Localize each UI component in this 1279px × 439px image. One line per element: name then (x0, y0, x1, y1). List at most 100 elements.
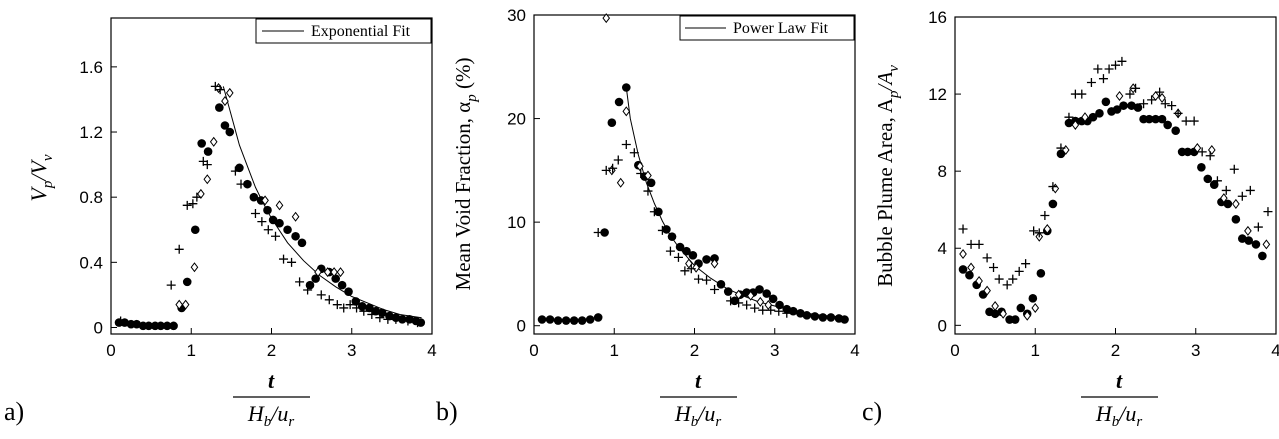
y-tick-label-c: 4 (938, 239, 947, 258)
diamond-marker-b (764, 299, 773, 311)
plus-marker-a (367, 309, 377, 319)
x-tick-label-b: 3 (770, 341, 779, 360)
plus-marker-a (182, 200, 192, 210)
diamond-marker-a (221, 96, 229, 107)
plus-marker-b (673, 252, 683, 262)
plus-marker-c (966, 239, 976, 249)
plus-marker-a (287, 257, 297, 267)
svg-text:Hb/ur: Hb/ur (247, 401, 295, 430)
circle-marker-b (716, 279, 726, 289)
svg-text:t: t (1116, 368, 1123, 393)
circle-marker-a (291, 231, 300, 241)
circle-marker-b (553, 316, 563, 325)
x-tick-label-a: 2 (267, 341, 276, 360)
x-tick-label-a: 0 (106, 341, 115, 360)
circle-marker-b (607, 118, 617, 128)
plus-marker-a (257, 217, 267, 227)
circle-marker-a (132, 319, 141, 329)
diamond-marker-c (1232, 198, 1240, 209)
x-tick-label-a: 1 (187, 341, 196, 360)
plus-marker-c (974, 239, 984, 249)
circle-marker-a (243, 179, 252, 189)
plus-marker-c (1155, 87, 1165, 97)
diamond-marker-c (991, 301, 999, 312)
chart-panel-b: 0 1 2 3 4 0 10 20 30 Power Law Fit Mean Void Fra… (436, 6, 860, 430)
circle-marker-b (682, 246, 691, 256)
diamond-marker-c (959, 249, 967, 260)
diamond-marker-b (746, 290, 755, 301)
x-tick-label-c: 0 (950, 341, 959, 360)
plus-marker-b (601, 165, 611, 175)
panel-label-b: b) (436, 397, 458, 426)
plus-marker-c (1263, 207, 1273, 217)
legend-label-b: Power Law Fit (733, 20, 829, 37)
circle-marker-c (1258, 251, 1267, 261)
diamond-marker-c (1220, 193, 1228, 204)
plus-marker-b (636, 168, 646, 178)
diamond-marker-b (608, 165, 616, 176)
diamond-marker-a (225, 87, 234, 98)
plus-marker-c (1064, 112, 1074, 122)
legend-a: Exponential Fit (255, 18, 432, 44)
plus-marker-a (166, 280, 176, 290)
circle-marker-b (545, 315, 555, 324)
circle-marker-b (702, 255, 711, 264)
circle-marker-c (958, 265, 968, 274)
plus-marker-c (1147, 95, 1157, 105)
y-tick-label-c: 12 (928, 85, 947, 104)
y-tick-label-c: 0 (938, 316, 947, 335)
diamond-marker-b (644, 170, 652, 181)
y-tick-label-b: 0 (517, 317, 526, 336)
x-tick-label-a: 3 (347, 341, 356, 360)
circle-marker-c (1112, 105, 1122, 114)
diamond-marker-c (1115, 90, 1124, 102)
diamond-marker-a (323, 267, 332, 278)
plus-marker-b (742, 300, 752, 310)
plus-marker-c (1117, 56, 1127, 66)
circle-marker-b (826, 313, 836, 322)
diamond-marker-c (983, 285, 991, 296)
y-tick-label-a: 0.8 (79, 188, 103, 207)
diamond-marker-b (616, 177, 625, 188)
plot-frame-a (110, 17, 433, 335)
plus-marker-b (665, 246, 675, 256)
diamond-marker-a (203, 174, 212, 185)
legend-b: Power Law Fit (679, 15, 855, 41)
circle-marker-a (344, 287, 353, 296)
plus-marker-a (230, 166, 240, 176)
circle-marker-b (710, 254, 719, 263)
circle-marker-c (1209, 180, 1219, 189)
y-tick-label-a: 0.4 (79, 253, 103, 272)
plus-marker-c (1197, 147, 1207, 157)
diamond-marker-b (756, 296, 765, 307)
circle-marker-a (331, 274, 341, 283)
circle-marker-a (351, 297, 361, 306)
circle-marker-a (215, 103, 224, 112)
diamond-marker-c (1244, 225, 1252, 236)
circle-marker-a (337, 280, 347, 290)
circle-marker-a (144, 321, 154, 331)
diamond-marker-c (1023, 310, 1032, 321)
circle-marker-c (965, 270, 974, 280)
plus-marker-c (1086, 78, 1096, 88)
plus-marker-a (295, 277, 305, 287)
plus-marker-c (1181, 116, 1191, 126)
plus-marker-a (210, 81, 220, 91)
circle-marker-b (768, 294, 778, 304)
plus-marker-c (982, 253, 992, 263)
circle-marker-c (1028, 294, 1038, 303)
circle-marker-a (371, 306, 381, 316)
plus-marker-c (1034, 228, 1044, 238)
plus-marker-b (686, 264, 696, 274)
diamond-marker-b (636, 161, 644, 172)
circle-marker-b (585, 315, 595, 324)
svg-text:Hb/ur: Hb/ur (1095, 401, 1143, 430)
circle-marker-b (723, 287, 733, 296)
data-marks-a: 0 1 2 3 4 0 0.4 0.8 1.2 1.6 (79, 58, 436, 360)
circle-marker-c (1056, 149, 1066, 159)
legend-label-a: Exponential Fit (311, 23, 411, 40)
plus-marker-c (1229, 164, 1239, 174)
circle-marker-a (357, 302, 367, 311)
